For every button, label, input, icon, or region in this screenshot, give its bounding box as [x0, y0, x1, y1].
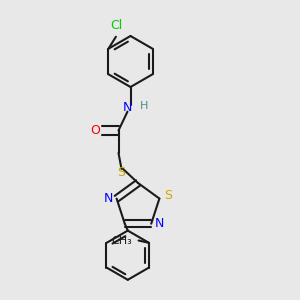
Text: Cl: Cl [110, 19, 123, 32]
Text: H: H [140, 101, 148, 111]
Text: CH₃: CH₃ [111, 236, 132, 245]
Text: N: N [155, 217, 164, 230]
Text: N: N [103, 192, 113, 205]
Text: N: N [123, 101, 132, 115]
Text: S: S [118, 166, 125, 179]
Text: S: S [164, 189, 172, 202]
Text: O: O [91, 124, 100, 137]
